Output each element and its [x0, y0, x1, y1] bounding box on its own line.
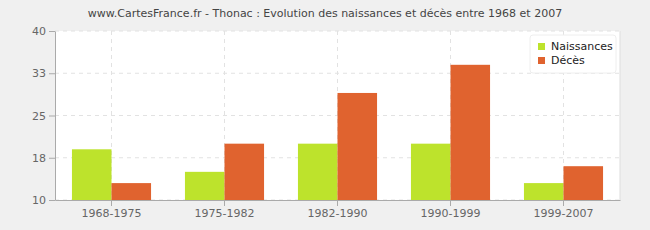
y-tick-label: 18	[32, 152, 46, 165]
x-tick-mark	[563, 200, 564, 206]
y-tick-label: 25	[32, 110, 46, 123]
bar	[72, 149, 112, 200]
bar	[112, 183, 152, 200]
y-axis-line	[55, 32, 56, 201]
y-tick-label: 40	[32, 25, 46, 38]
bar	[338, 93, 378, 200]
x-tick-mark	[224, 200, 225, 206]
y-tick-label: 33	[32, 67, 46, 80]
bar	[411, 144, 451, 200]
y-tick-label: 10	[32, 194, 46, 207]
legend-label: Naissances	[551, 40, 613, 53]
x-tick-label: 1968-1975	[82, 207, 142, 220]
bar	[564, 166, 604, 200]
bar	[298, 144, 338, 200]
y-tick-mark	[49, 31, 55, 32]
bar	[225, 144, 265, 200]
x-tick-label: 1982-1990	[308, 207, 368, 220]
bar	[451, 65, 491, 200]
x-tick: 1975-1982	[195, 200, 255, 220]
x-tick: 1990-1999	[421, 200, 481, 220]
y-tick-mark	[49, 200, 55, 201]
title: www.CartesFrance.fr - Thonac : Evolution…	[88, 7, 562, 20]
y-tick: 33	[32, 67, 55, 80]
bar	[524, 183, 564, 200]
legend-label: Décès	[551, 54, 585, 67]
bars	[72, 65, 603, 200]
x-tick-mark	[337, 200, 338, 206]
x-tick-mark	[111, 200, 112, 206]
y-tick: 25	[32, 110, 55, 123]
chart: www.CartesFrance.fr - Thonac : Evolution…	[0, 0, 650, 230]
x-tick-label: 1990-1999	[421, 207, 481, 220]
background	[0, 0, 650, 230]
plot-area	[55, 31, 620, 200]
x-tick: 1982-1990	[308, 200, 368, 220]
x-tick-label: 1999-2007	[534, 207, 594, 220]
legend-box	[530, 35, 616, 73]
y-tick-mark	[49, 116, 55, 117]
bar	[185, 172, 225, 200]
x-tick-mark	[450, 200, 451, 206]
y-tick-mark	[49, 158, 55, 159]
x-tick: 1968-1975	[82, 200, 142, 220]
legend-item: Naissances	[538, 40, 613, 53]
y-tick: 18	[32, 152, 55, 165]
y-tick: 40	[32, 25, 55, 38]
legend-item: Décès	[538, 54, 585, 67]
x-tick: 1999-2007	[534, 200, 594, 220]
x-tick-label: 1975-1982	[195, 207, 255, 220]
legend: NaissancesDécès	[530, 35, 616, 73]
y-tick-mark	[49, 73, 55, 74]
legend-swatch	[538, 57, 545, 64]
y-tick: 10	[32, 194, 55, 207]
legend-swatch	[538, 43, 545, 50]
plot-frame	[620, 31, 621, 200]
